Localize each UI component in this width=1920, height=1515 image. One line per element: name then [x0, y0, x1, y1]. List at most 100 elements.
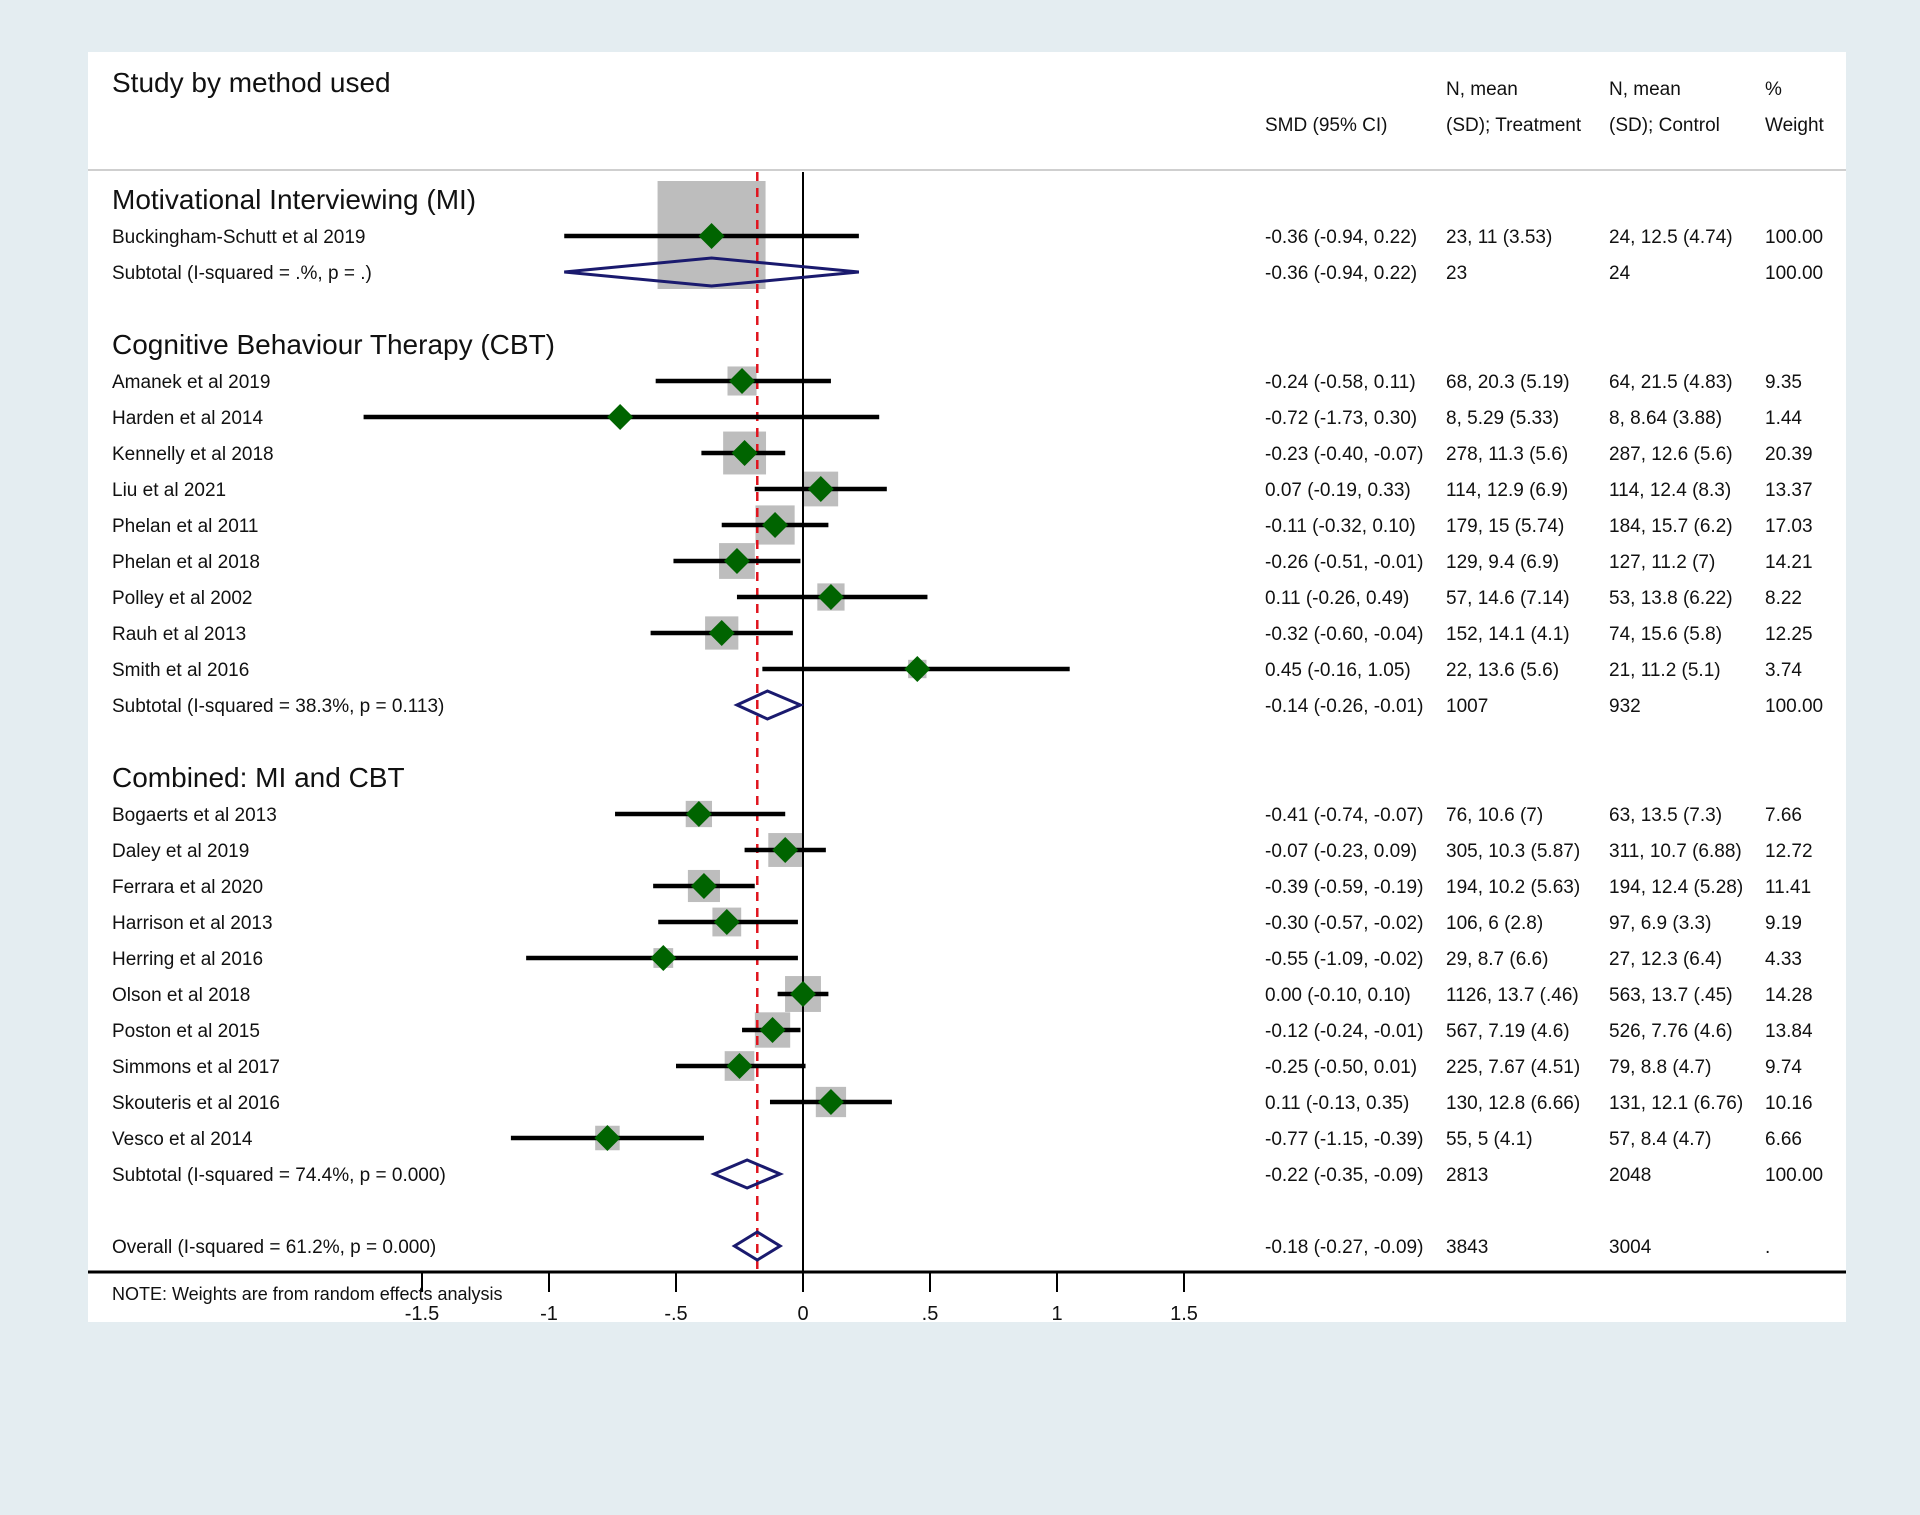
group-title-1: Cognitive Behaviour Therapy (CBT) — [112, 329, 555, 360]
study-g2-s9-point — [594, 1125, 621, 1151]
study-g2-s3-label: Harrison et al 2013 — [112, 913, 273, 934]
subtotal-g2-treatment: 2813 — [1446, 1165, 1488, 1186]
study-g1-s8-weight: 3.74 — [1765, 660, 1802, 681]
study-g1-s3-weight: 13.37 — [1765, 480, 1813, 501]
header-treatment-2: (SD); Treatment — [1446, 115, 1582, 136]
study-g1-s1-weight: 1.44 — [1765, 408, 1802, 429]
subtotal-g1-weight: 100.00 — [1765, 696, 1823, 717]
study-g2-s2-smd-ci: -0.39 (-0.59, -0.19) — [1265, 877, 1423, 898]
study-g2-s7-point — [726, 1053, 753, 1079]
study-g1-s7-control: 74, 15.6 (5.8) — [1609, 624, 1722, 645]
overall-smd-ci: -0.18 (-0.27, -0.09) — [1265, 1237, 1423, 1258]
study-g1-s6-point — [817, 584, 844, 610]
subtotal-g0-control: 24 — [1609, 263, 1631, 284]
header-weight-2: Weight — [1765, 115, 1825, 136]
group-title-0: Motivational Interviewing (MI) — [112, 184, 476, 215]
study-g2-s1-weight: 12.72 — [1765, 841, 1813, 862]
subtotal-g2-control: 2048 — [1609, 1165, 1651, 1186]
study-g1-s2-point — [731, 440, 758, 466]
study-g1-s4-treatment: 179, 15 (5.74) — [1446, 516, 1564, 537]
study-g2-s8-weight: 10.16 — [1765, 1093, 1813, 1114]
subtotal-g2-label: Subtotal (I-squared = 74.4%, p = 0.000) — [112, 1165, 446, 1186]
study-g1-s6-smd-ci: 0.11 (-0.26, 0.49) — [1265, 588, 1409, 609]
study-g1-s7-point — [708, 620, 735, 646]
study-g2-s7-weight: 9.74 — [1765, 1057, 1802, 1078]
study-g1-s3-label: Liu et al 2021 — [112, 480, 226, 501]
study-g2-s1-treatment: 305, 10.3 (5.87) — [1446, 841, 1580, 862]
study-g1-s3-smd-ci: 0.07 (-0.19, 0.33) — [1265, 480, 1411, 501]
study-g0-s0-smd-ci: -0.36 (-0.94, 0.22) — [1265, 227, 1417, 248]
study-g1-s6-control: 53, 13.8 (6.22) — [1609, 588, 1733, 609]
study-g2-s5-control: 563, 13.7 (.45) — [1609, 985, 1733, 1006]
study-g2-s9-control: 57, 8.4 (4.7) — [1609, 1129, 1711, 1150]
study-g2-s4-weight: 4.33 — [1765, 949, 1802, 970]
study-g1-s3-control: 114, 12.4 (8.3) — [1609, 480, 1731, 501]
study-g2-s8-treatment: 130, 12.8 (6.66) — [1446, 1093, 1580, 1114]
subtotal-g1-treatment: 1007 — [1446, 696, 1488, 717]
header-control-2: (SD); Control — [1609, 115, 1720, 136]
study-g2-s7-control: 79, 8.8 (4.7) — [1609, 1057, 1711, 1078]
study-g2-s5-label: Olson et al 2018 — [112, 985, 250, 1006]
x-tick-label-1: -1 — [540, 1303, 558, 1322]
study-g2-s4-smd-ci: -0.55 (-1.09, -0.02) — [1265, 949, 1423, 970]
study-g2-s2-weight: 11.41 — [1765, 877, 1811, 898]
study-g2-s5-weight: 14.28 — [1765, 985, 1813, 1006]
subtotal-g2-smd-ci: -0.22 (-0.35, -0.09) — [1265, 1165, 1423, 1186]
study-g1-s2-smd-ci: -0.23 (-0.40, -0.07) — [1265, 444, 1423, 465]
study-g1-s8-label: Smith et al 2016 — [112, 660, 249, 681]
study-g1-s0-label: Amanek et al 2019 — [112, 372, 270, 393]
study-g2-s3-smd-ci: -0.30 (-0.57, -0.02) — [1265, 913, 1423, 934]
subtotal-g0-diamond — [564, 256, 860, 288]
study-g2-s6-treatment: 567, 7.19 (4.6) — [1446, 1021, 1570, 1042]
x-tick-label-5: 1 — [1051, 1303, 1062, 1322]
study-g1-s5-weight: 14.21 — [1765, 552, 1813, 573]
study-g1-s5-label: Phelan et al 2018 — [112, 552, 260, 573]
study-g1-s5-treatment: 129, 9.4 (6.9) — [1446, 552, 1559, 573]
subtotal-g0-weight: 100.00 — [1765, 263, 1823, 284]
subtotal-g0-treatment: 23 — [1446, 263, 1467, 284]
x-tick-label-4: .5 — [922, 1303, 939, 1322]
study-g2-s6-label: Poston et al 2015 — [112, 1021, 260, 1042]
group-title-2: Combined: MI and CBT — [112, 762, 405, 793]
study-g1-s0-treatment: 68, 20.3 (5.19) — [1446, 372, 1570, 393]
study-g2-s7-treatment: 225, 7.67 (4.51) — [1446, 1057, 1580, 1078]
study-g1-s7-weight: 12.25 — [1765, 624, 1813, 645]
study-g0-s0-treatment: 23, 11 (3.53) — [1446, 227, 1552, 248]
study-g1-s4-label: Phelan et al 2011 — [112, 516, 259, 537]
study-g2-s0-control: 63, 13.5 (7.3) — [1609, 805, 1722, 826]
study-g2-s0-point — [685, 801, 712, 827]
study-g2-s7-label: Simmons et al 2017 — [112, 1057, 280, 1078]
study-g2-s9-weight: 6.66 — [1765, 1129, 1802, 1150]
plot-title: Study by method used — [112, 67, 391, 98]
study-g1-s0-point — [729, 368, 756, 394]
study-g2-s9-label: Vesco et al 2014 — [112, 1129, 253, 1150]
x-tick-label-0: -1.5 — [405, 1303, 439, 1322]
study-g1-s7-label: Rauh et al 2013 — [112, 624, 246, 645]
study-g2-s2-control: 194, 12.4 (5.28) — [1609, 877, 1743, 898]
subtotal-g1-diamond — [733, 689, 805, 721]
study-g0-s0-point — [698, 223, 725, 249]
study-g1-s6-weight: 8.22 — [1765, 588, 1802, 609]
study-g1-s3-treatment: 114, 12.9 (6.9) — [1446, 480, 1568, 501]
overall-treatment: 3843 — [1446, 1237, 1488, 1258]
subtotal-g1-control: 932 — [1609, 696, 1641, 717]
subtotal-g0-smd-ci: -0.36 (-0.94, 0.22) — [1265, 263, 1417, 284]
forest-plot-panel: Study by method used SMD (95% CI) N, mean (… — [88, 52, 1846, 1322]
study-g2-s4-treatment: 29, 8.7 (6.6) — [1446, 949, 1548, 970]
study-g1-s0-smd-ci: -0.24 (-0.58, 0.11) — [1265, 372, 1416, 393]
study-g1-s5-point — [723, 548, 750, 574]
study-g2-s0-weight: 7.66 — [1765, 805, 1802, 826]
study-g2-s1-label: Daley et al 2019 — [112, 841, 249, 862]
study-g2-s1-control: 311, 10.7 (6.88) — [1609, 841, 1742, 862]
study-g2-s8-label: Skouteris et al 2016 — [112, 1093, 280, 1114]
study-g1-s1-treatment: 8, 5.29 (5.33) — [1446, 408, 1559, 429]
header-control-1: N, mean — [1609, 79, 1681, 100]
x-tick-label-3: 0 — [797, 1303, 808, 1322]
subtotal-g0-label: Subtotal (I-squared = .%, p = .) — [112, 263, 372, 284]
study-g1-s0-control: 64, 21.5 (4.83) — [1609, 372, 1733, 393]
study-g1-s4-weight: 17.03 — [1765, 516, 1813, 537]
study-g2-s6-control: 526, 7.76 (4.6) — [1609, 1021, 1733, 1042]
header-treatment-1: N, mean — [1446, 79, 1518, 100]
study-g2-s5-treatment: 1126, 13.7 (.46) — [1446, 985, 1579, 1006]
study-g2-s3-treatment: 106, 6 (2.8) — [1446, 913, 1543, 934]
